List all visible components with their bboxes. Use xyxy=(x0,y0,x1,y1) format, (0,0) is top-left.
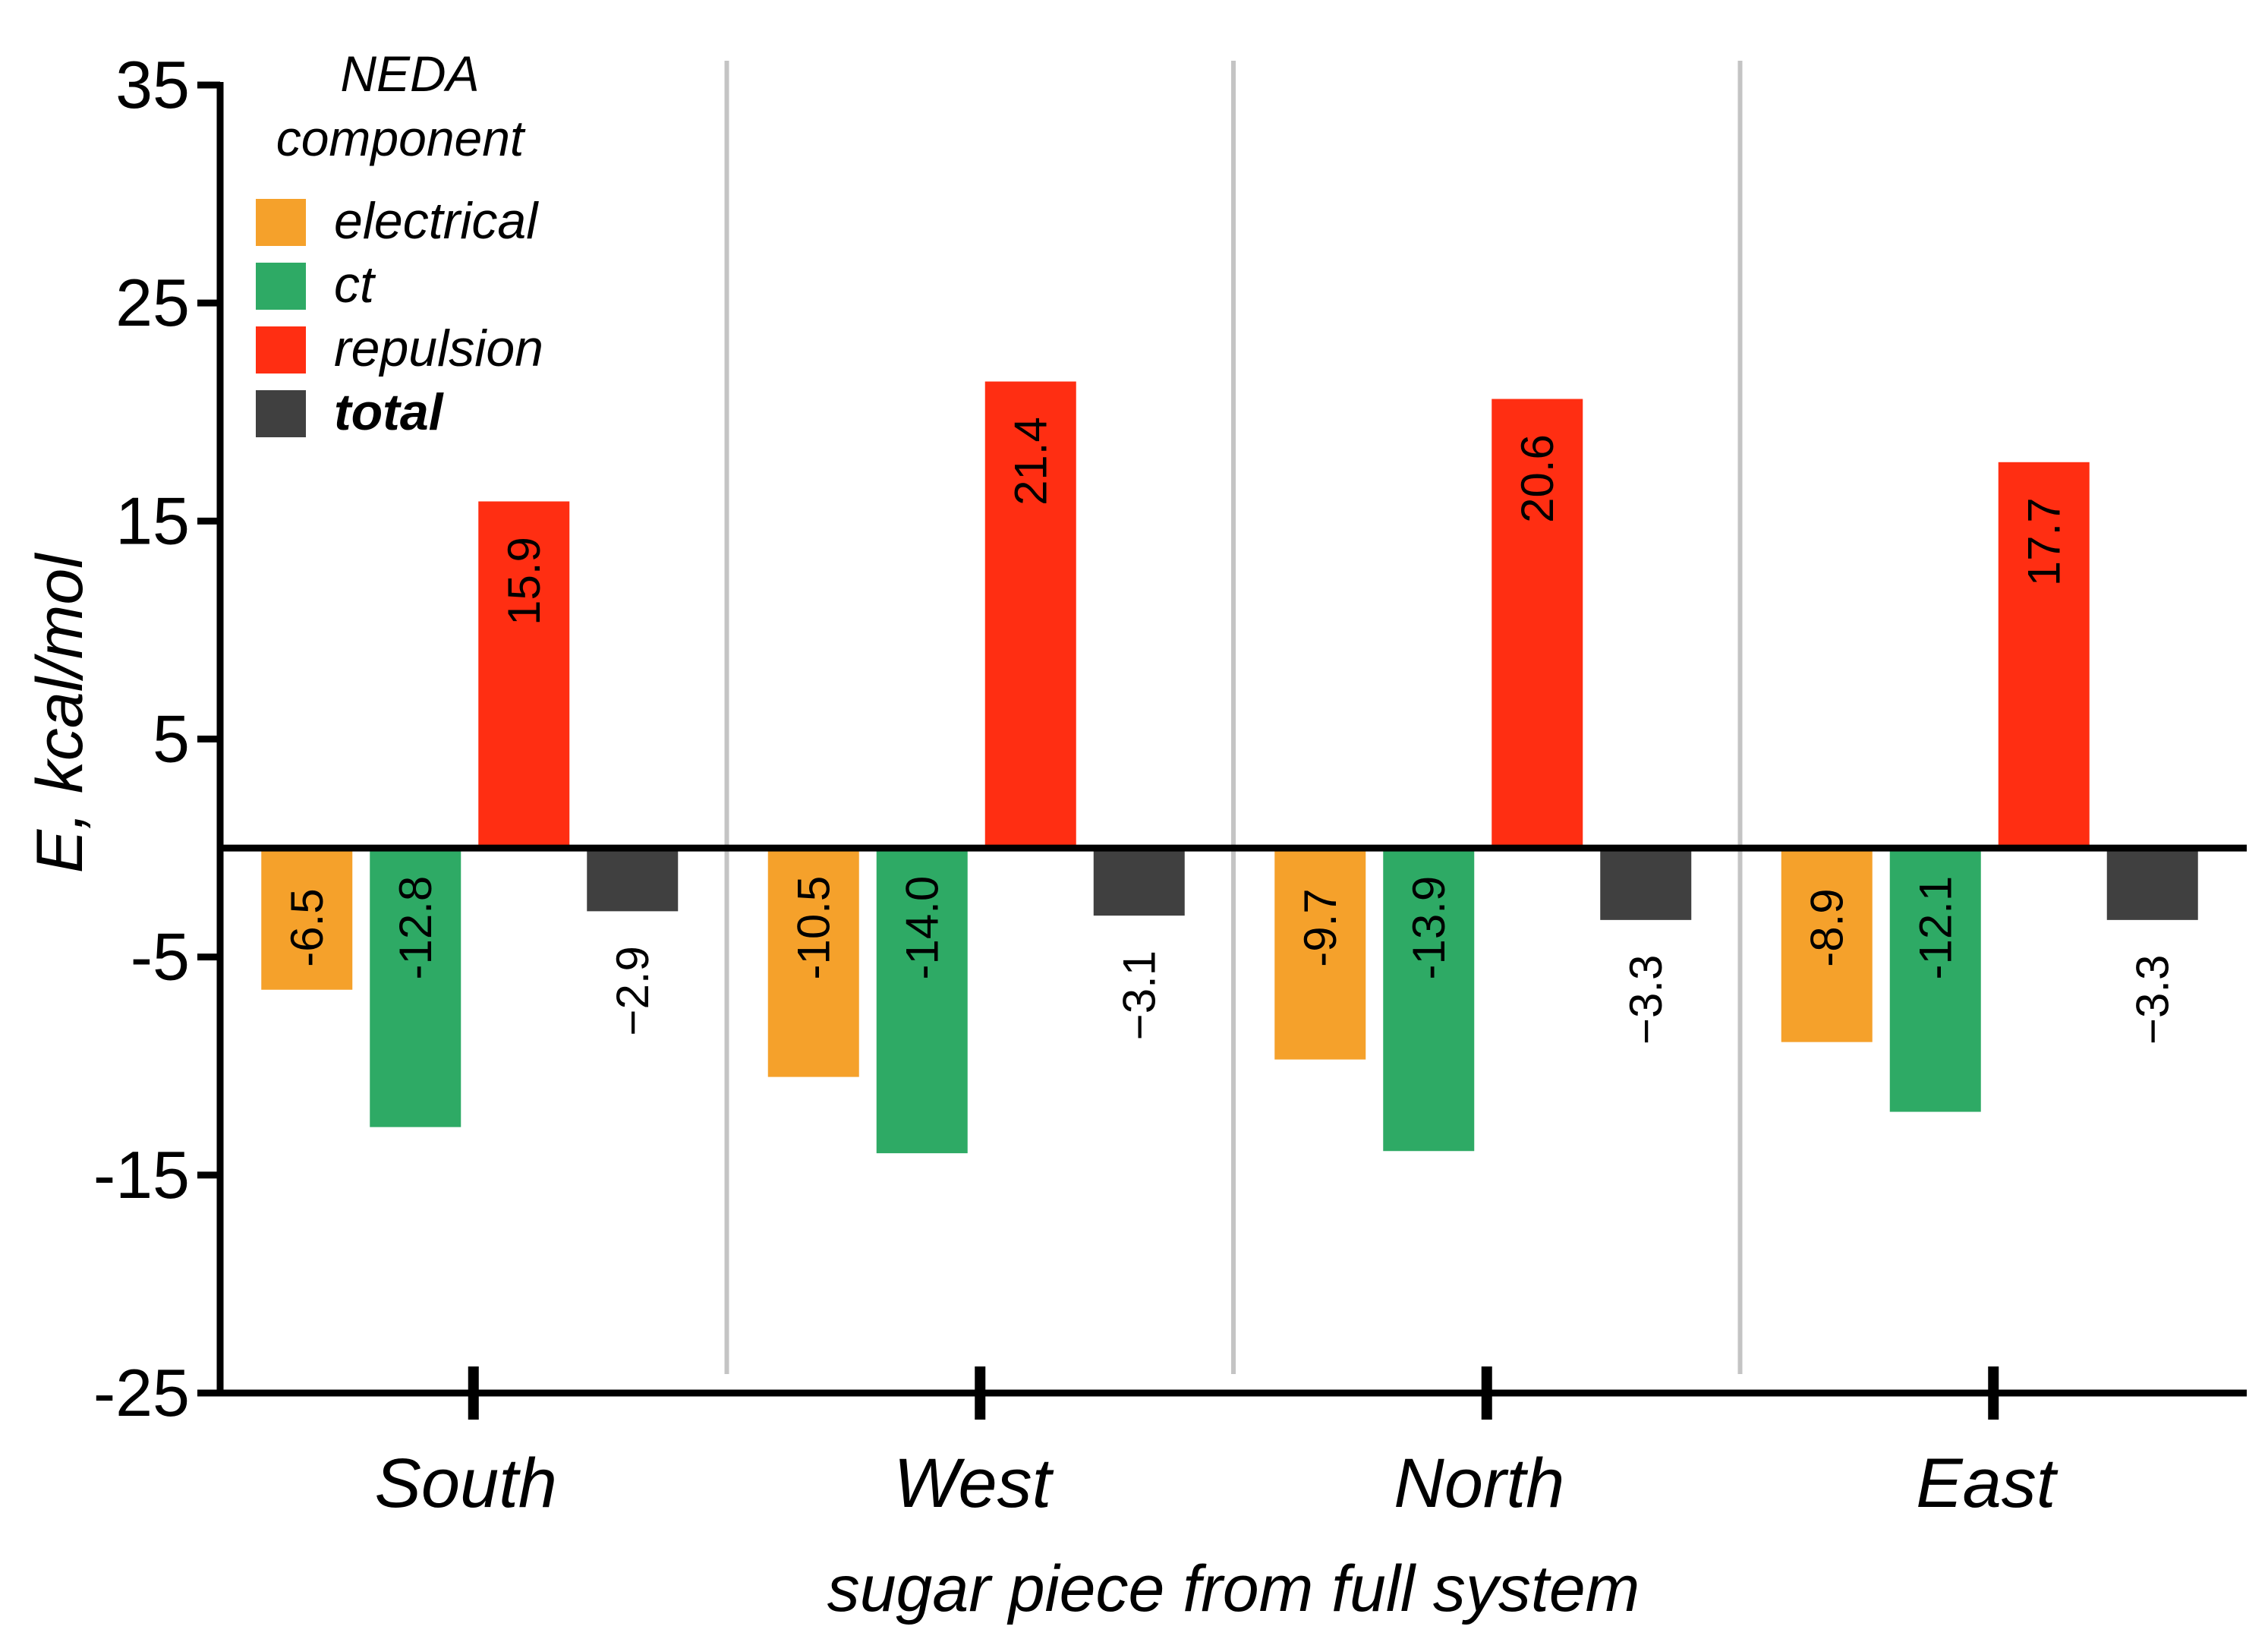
bar-electrical-east xyxy=(1781,848,1873,1042)
bar-ct-west xyxy=(876,848,968,1154)
bars-layer xyxy=(261,381,2198,1154)
legend-title-line1: NEDA xyxy=(340,46,479,102)
bar-ct-south xyxy=(370,848,461,1127)
bar-ct-east xyxy=(1889,848,1981,1112)
category-separators xyxy=(724,61,1743,1374)
x-axis-title: sugar piece from full system xyxy=(827,1552,1640,1625)
y-ticks: 35 25 15 5 -5 -15 -25 xyxy=(93,47,220,1430)
bar-electrical-south xyxy=(261,848,353,990)
legend-swatch-ct xyxy=(256,263,306,310)
y-tick-label: -15 xyxy=(93,1137,190,1212)
x-tick-label-west: West xyxy=(893,1445,1054,1522)
legend-swatch-total xyxy=(256,390,306,437)
bar-ct-north xyxy=(1383,848,1475,1152)
bar-repulsion-east xyxy=(1998,462,2090,849)
data-label-ct-west: -14.0 xyxy=(896,876,947,980)
legend-label-repulsion: repulsion xyxy=(334,320,543,377)
data-label-electrical-east: -8.9 xyxy=(1801,888,1852,966)
legend-label-total: total xyxy=(334,383,445,441)
y-tick-label: 5 xyxy=(153,701,190,777)
x-tick-label-north: North xyxy=(1394,1445,1564,1522)
bar-electrical-north xyxy=(1274,848,1366,1060)
y-tick-label: 15 xyxy=(115,483,190,558)
data-label-repulsion-north: 20.6 xyxy=(1512,434,1563,523)
bar-repulsion-west xyxy=(984,381,1076,849)
x-tick-label-south: South xyxy=(375,1445,557,1522)
data-label-total-west: −3.1 xyxy=(1114,950,1164,1040)
legend-swatch-electrical xyxy=(256,199,306,246)
data-label-total-south: −2.9 xyxy=(607,946,658,1035)
data-label-repulsion-west: 21.4 xyxy=(1005,417,1056,506)
legend-swatch-repulsion xyxy=(256,326,306,374)
data-label-total-east: −3.3 xyxy=(2127,955,2178,1045)
bar-total-west xyxy=(1093,848,1185,916)
bar-repulsion-south xyxy=(478,501,570,849)
y-tick-label: 25 xyxy=(115,265,190,340)
y-axis-title: E, kcal/mol xyxy=(24,552,96,873)
y-tick-label: -5 xyxy=(131,919,190,994)
data-labels: -6.5 -10.5 -9.7 -8.9 -12.8 -14.0 -13.9 -12.1 15.… xyxy=(282,417,2178,1045)
legend-items: electrical ct repulsion total xyxy=(256,192,543,441)
bar-total-east xyxy=(2106,848,2198,920)
legend-label-electrical: electrical xyxy=(334,192,539,250)
data-label-electrical-west: -10.5 xyxy=(788,876,839,980)
data-label-electrical-north: -9.7 xyxy=(1295,888,1346,966)
data-label-ct-south: -12.8 xyxy=(390,876,441,980)
y-tick-label: -25 xyxy=(93,1355,190,1430)
data-label-ct-north: -13.9 xyxy=(1403,876,1454,980)
x-ticks: South West North East xyxy=(375,1366,2059,1522)
x-tick-label-east: East xyxy=(1916,1445,2059,1522)
legend-title-line2: component xyxy=(276,110,526,166)
data-label-total-north: −3.3 xyxy=(1621,955,1671,1045)
data-label-ct-east: -12.1 xyxy=(1910,876,1961,980)
bar-repulsion-north xyxy=(1492,399,1583,849)
y-tick-label: 35 xyxy=(115,47,190,122)
legend-label-ct: ct xyxy=(334,256,376,314)
data-label-repulsion-south: 15.9 xyxy=(499,537,550,626)
bar-electrical-west xyxy=(767,848,859,1077)
bar-total-north xyxy=(1600,848,1692,920)
data-label-repulsion-east: 17.7 xyxy=(2018,497,2069,586)
data-label-electrical-south: -6.5 xyxy=(282,888,332,966)
bar-total-south xyxy=(587,848,679,912)
legend: NEDA component electrical ct repulsion tota… xyxy=(256,46,543,441)
